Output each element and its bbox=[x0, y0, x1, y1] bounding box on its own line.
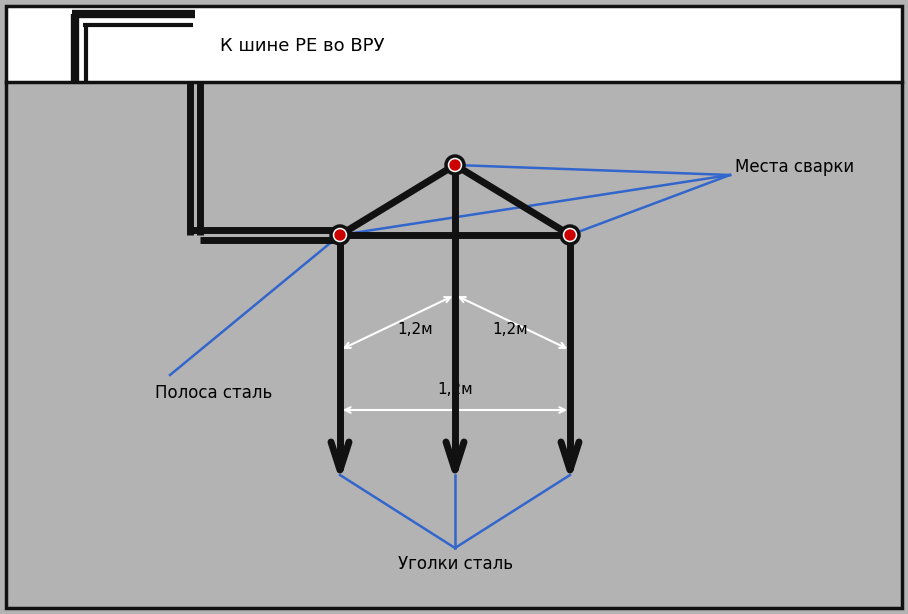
Circle shape bbox=[450, 160, 460, 170]
Circle shape bbox=[335, 230, 345, 240]
Text: 1,2м: 1,2м bbox=[492, 322, 528, 338]
Text: Места сварки: Места сварки bbox=[735, 158, 854, 176]
Text: 1,2м: 1,2м bbox=[437, 383, 473, 397]
Circle shape bbox=[565, 230, 575, 240]
Circle shape bbox=[446, 156, 464, 174]
Text: К шине PE во ВРУ: К шине PE во ВРУ bbox=[220, 37, 384, 55]
Text: 1,2м: 1,2м bbox=[397, 322, 433, 338]
Text: Полоса сталь: Полоса сталь bbox=[155, 384, 272, 402]
Bar bbox=[6, 6, 902, 82]
Text: Уголки сталь: Уголки сталь bbox=[398, 555, 512, 573]
Circle shape bbox=[561, 226, 579, 244]
Circle shape bbox=[331, 226, 349, 244]
